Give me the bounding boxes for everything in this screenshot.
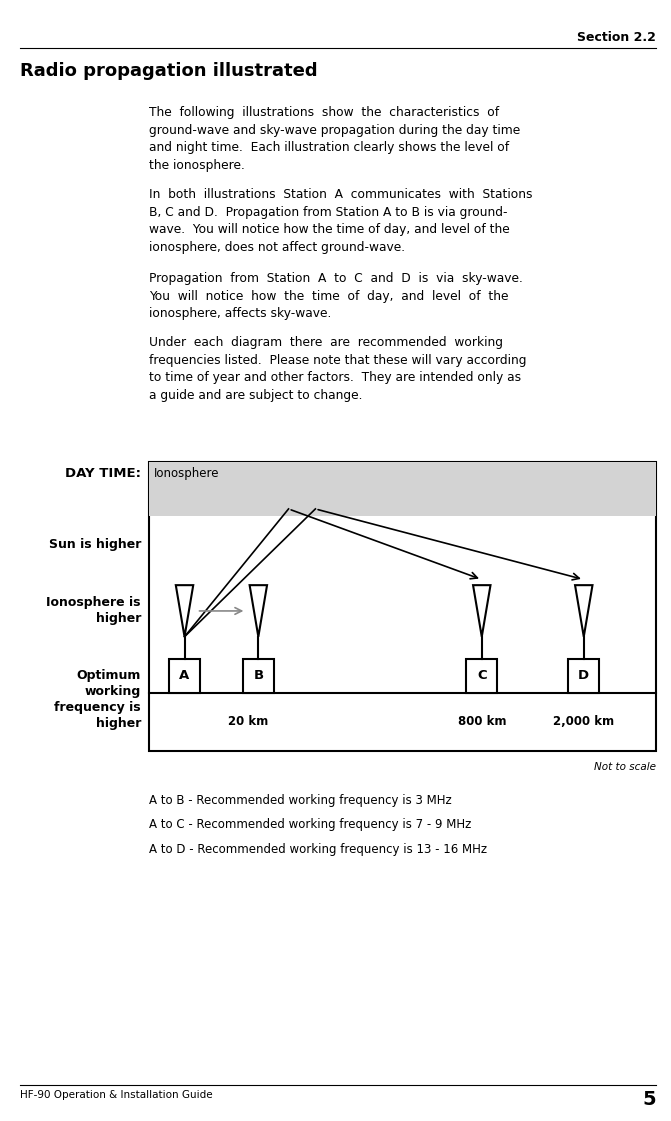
Text: Not to scale: Not to scale [595, 762, 656, 772]
Text: Under  each  diagram  there  are  recommended  working
frequencies listed.  Plea: Under each diagram there are recommended… [149, 336, 527, 401]
Text: Propagation  from  Station  A  to  C  and  D  is  via  sky-wave.
You  will  noti: Propagation from Station A to C and D is… [149, 272, 523, 321]
Text: A to D - Recommended working frequency is 13 - 16 MHz: A to D - Recommended working frequency i… [149, 843, 487, 856]
Text: HF-90 Operation & Installation Guide: HF-90 Operation & Installation Guide [20, 1090, 213, 1100]
Text: A: A [179, 669, 190, 683]
Text: 5: 5 [643, 1090, 656, 1109]
Text: D: D [578, 669, 589, 683]
Text: Ionosphere: Ionosphere [154, 467, 220, 481]
Text: B: B [253, 669, 264, 683]
Text: 800 km: 800 km [458, 715, 506, 729]
Bar [243, 659, 274, 693]
Text: DAY TIME:: DAY TIME: [65, 467, 141, 481]
Text: A to B - Recommended working frequency is 3 MHz: A to B - Recommended working frequency i… [149, 794, 452, 807]
Text: Radio propagation illustrated: Radio propagation illustrated [20, 62, 318, 80]
Bar [568, 659, 599, 693]
Text: Ionosphere is
higher: Ionosphere is higher [46, 596, 141, 626]
Bar [169, 659, 200, 693]
Text: 2,000 km: 2,000 km [553, 715, 615, 729]
Text: Section 2.2: Section 2.2 [577, 31, 656, 45]
Polygon shape [250, 585, 267, 637]
Text: A to C - Recommended working frequency is 7 - 9 MHz: A to C - Recommended working frequency i… [149, 818, 471, 832]
Text: The  following  illustrations  show  the  characteristics  of
ground-wave and sk: The following illustrations show the cha… [149, 106, 520, 172]
Bar [149, 462, 656, 516]
Text: In  both  illustrations  Station  A  communicates  with  Stations
B, C and D.  P: In both illustrations Station A communic… [149, 188, 533, 253]
Bar [149, 462, 656, 751]
Polygon shape [473, 585, 491, 637]
Polygon shape [176, 585, 193, 637]
Text: C: C [477, 669, 486, 683]
Bar [466, 659, 497, 693]
Text: Optimum
working
frequency is
higher: Optimum working frequency is higher [54, 669, 141, 730]
Polygon shape [575, 585, 592, 637]
Text: 20 km: 20 km [228, 715, 268, 729]
Text: Sun is higher: Sun is higher [48, 538, 141, 552]
